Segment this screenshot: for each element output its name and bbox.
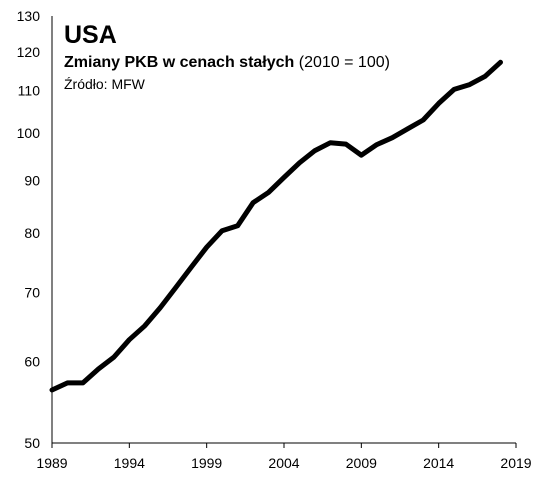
y-tick-label: 130 — [17, 8, 41, 24]
x-tick-label: 1999 — [191, 455, 222, 471]
x-tick-label: 2014 — [423, 455, 454, 471]
x-tick-label: 1989 — [36, 455, 67, 471]
series-group — [49, 59, 503, 393]
x-tick-labels: 1989 1994 1999 2004 2009 2014 2019 — [36, 443, 532, 471]
y-tick-label: 90 — [24, 172, 40, 188]
gdp-line — [49, 59, 503, 393]
y-tick-label: 70 — [24, 285, 40, 301]
chart-subtitle-main: Zmiany PKB w cenach stałych — [64, 54, 295, 71]
chart-subtitle: Zmiany PKB w cenach stałych (2010 = 100) — [64, 52, 390, 74]
y-tick-label: 80 — [24, 225, 40, 241]
y-tick-label: 50 — [24, 435, 40, 451]
y-tick-label: 60 — [24, 354, 40, 370]
y-tick-label: 110 — [18, 83, 41, 99]
x-tick-label: 1994 — [114, 455, 145, 471]
x-tick-label: 2019 — [500, 455, 531, 471]
y-tick-labels: 50 60 70 80 90 100 110 120 130 — [17, 8, 41, 451]
chart-title: USA — [64, 21, 117, 49]
x-tick-label: 2009 — [346, 455, 377, 471]
y-tick-label: 100 — [17, 125, 41, 141]
chart-source: Źródło: MFW — [64, 76, 145, 92]
title-block: USA Zmiany PKB w cenach stałych (2010 = … — [64, 20, 390, 94]
y-tick-label: 120 — [17, 44, 41, 60]
x-tick-label: 2004 — [268, 455, 299, 471]
chart-subtitle-base: (2010 = 100) — [298, 54, 390, 71]
